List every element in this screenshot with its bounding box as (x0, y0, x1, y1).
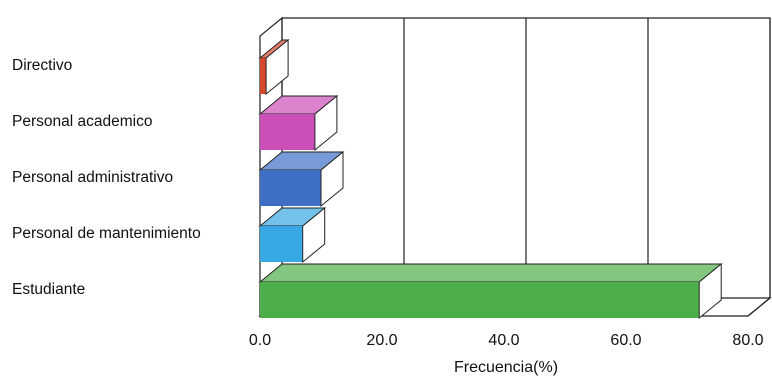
bar-front-face (260, 170, 321, 206)
bar-side-face (302, 206, 326, 264)
bar-front-face (260, 226, 303, 262)
gridlines (381, 18, 771, 317)
x-axis-title: Frecuencia(%) (454, 359, 558, 376)
bar (258, 38, 290, 96)
floor-gridline (747, 297, 771, 317)
bars (258, 38, 723, 320)
category-label: Directivo (12, 57, 72, 74)
bar-front-face (260, 58, 267, 94)
category-label: Personal academico (12, 113, 152, 130)
bar (258, 150, 345, 208)
x-tick-label: 0.0 (249, 332, 271, 349)
bar-top-face (258, 263, 723, 283)
bar-front-face (260, 282, 700, 318)
x-tick-label: 80.0 (732, 332, 763, 349)
bar-side-face (265, 38, 289, 96)
bar (258, 262, 723, 320)
category-label: Estudiante (12, 281, 85, 298)
x-tick-label: 40.0 (488, 332, 519, 349)
category-labels: Directivo Personal academico Personal admi… (12, 57, 201, 298)
x-tick-label: 60.0 (610, 332, 641, 349)
bar-side-face (320, 150, 344, 208)
bar-side-face (698, 262, 722, 320)
bar-front-face (260, 114, 315, 150)
category-label: Personal de mantenimiento (12, 225, 201, 242)
x-tick-label: 20.0 (366, 332, 397, 349)
category-label: Personal administrativo (12, 169, 173, 186)
x-tick-labels: 0.0 20.0 40.0 60.0 80.0 (249, 332, 764, 349)
bar (258, 206, 327, 264)
bar-side-face (314, 94, 338, 152)
bar (258, 94, 339, 152)
